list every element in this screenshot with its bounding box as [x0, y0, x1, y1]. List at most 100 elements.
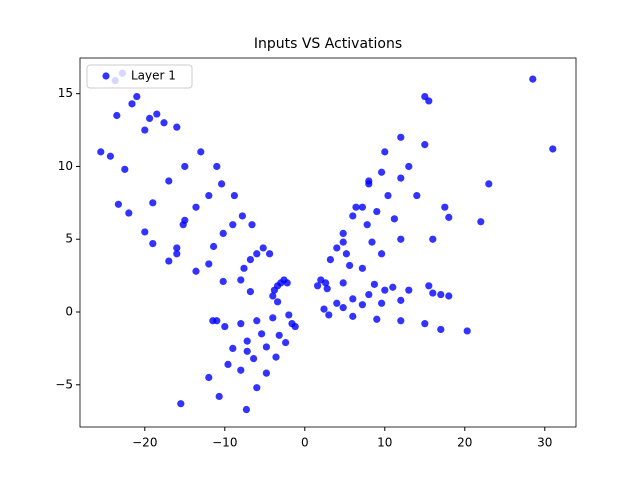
point — [285, 311, 293, 319]
point — [363, 221, 371, 229]
point — [173, 250, 181, 258]
point — [243, 347, 251, 355]
point — [381, 286, 389, 294]
point — [218, 180, 226, 188]
point — [323, 285, 331, 293]
point — [246, 288, 254, 296]
point — [269, 314, 277, 322]
point — [349, 212, 357, 220]
point — [173, 244, 181, 252]
point — [133, 92, 141, 101]
point — [365, 180, 373, 188]
point — [283, 279, 291, 287]
point — [253, 384, 261, 392]
point — [378, 299, 386, 307]
point — [230, 191, 238, 200]
point — [128, 100, 136, 108]
point — [326, 256, 334, 264]
x-tick-label: 20 — [457, 436, 472, 450]
point — [219, 229, 227, 238]
y-tick-label: 15 — [58, 86, 73, 100]
point — [477, 218, 485, 226]
y-tick-label: 10 — [58, 159, 73, 173]
point — [421, 141, 429, 149]
point — [250, 354, 258, 363]
point — [389, 283, 397, 291]
point — [378, 250, 386, 258]
point — [368, 238, 376, 246]
point — [224, 360, 232, 369]
point — [397, 317, 405, 325]
point — [352, 203, 360, 211]
point — [365, 290, 373, 299]
point — [243, 337, 251, 345]
point — [259, 244, 267, 252]
point — [358, 203, 366, 211]
point — [320, 305, 328, 313]
point — [197, 148, 205, 156]
point — [149, 239, 157, 248]
point — [325, 311, 333, 319]
point — [192, 203, 200, 211]
point — [397, 174, 405, 182]
point — [237, 366, 245, 374]
point — [397, 133, 405, 141]
x-tick-label: −20 — [132, 436, 157, 450]
y-tick-label: −5 — [55, 377, 73, 391]
point — [272, 353, 280, 361]
point — [125, 209, 133, 217]
point — [205, 260, 213, 268]
point — [322, 279, 330, 287]
point — [274, 298, 282, 306]
point — [97, 148, 105, 156]
point — [253, 250, 261, 258]
point — [463, 327, 471, 335]
point — [346, 261, 354, 270]
point — [437, 290, 445, 299]
point — [237, 320, 245, 328]
point — [141, 228, 149, 236]
point — [165, 257, 173, 265]
point — [333, 244, 341, 252]
point — [266, 250, 274, 258]
point — [242, 405, 250, 414]
point — [248, 221, 256, 229]
point — [358, 301, 366, 309]
point — [238, 212, 246, 220]
point — [314, 282, 322, 290]
point — [397, 235, 405, 243]
point — [177, 400, 185, 408]
point — [445, 213, 453, 221]
point — [425, 97, 433, 105]
point — [229, 221, 237, 229]
x-tick-label: 0 — [301, 436, 309, 450]
point — [213, 317, 221, 325]
point — [114, 200, 122, 208]
y-tick-label: 0 — [65, 305, 73, 319]
point — [349, 295, 357, 303]
point — [437, 325, 445, 334]
point — [384, 191, 392, 200]
point — [485, 180, 493, 188]
point — [445, 292, 453, 300]
point — [149, 199, 157, 207]
point — [333, 299, 341, 307]
point — [165, 177, 173, 185]
point — [390, 215, 398, 223]
point — [549, 145, 557, 153]
point — [106, 152, 114, 160]
point — [339, 229, 347, 238]
point — [229, 344, 237, 352]
legend-box — [86, 64, 193, 89]
point — [370, 280, 378, 288]
point — [291, 322, 299, 331]
point — [339, 238, 347, 246]
point — [205, 373, 213, 382]
plot-frame — [79, 57, 577, 428]
point — [121, 165, 129, 173]
legend-label: Layer 1 — [131, 69, 176, 83]
point — [275, 331, 283, 339]
point — [429, 235, 437, 243]
legend-marker — [102, 72, 110, 80]
point — [342, 250, 350, 258]
